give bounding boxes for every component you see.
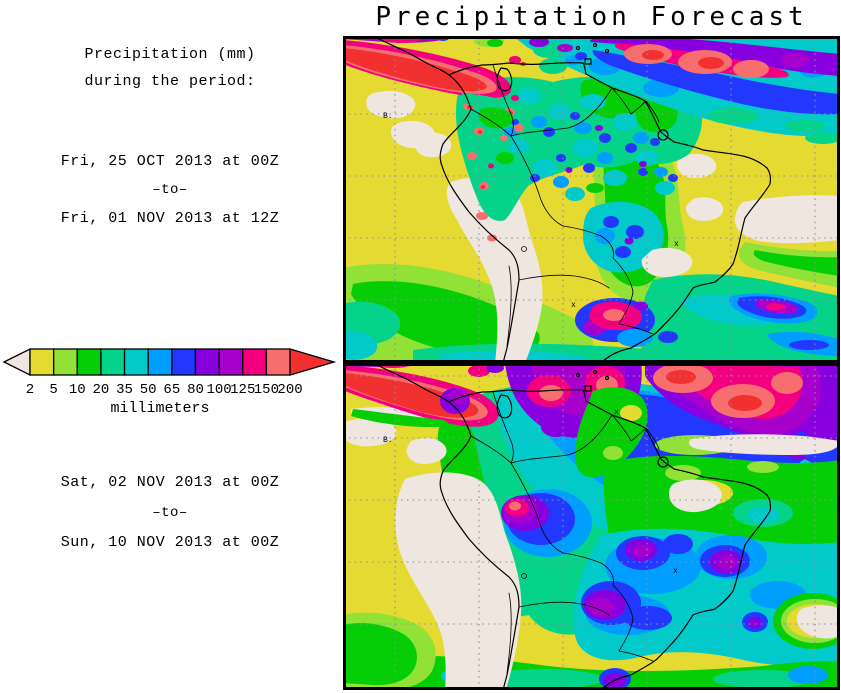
buoy-marker-label: B.	[383, 436, 393, 445]
station-mark: x	[674, 240, 679, 249]
p2-gridlines	[343, 363, 840, 690]
p2-southwest-greens	[343, 612, 436, 690]
colorbar-tick-label: 50	[140, 382, 157, 398]
colorbar-segment	[171, 348, 197, 376]
p1-paraguay-speckle	[583, 201, 664, 273]
p2-dry-zones	[343, 406, 840, 690]
colorbar-tick-label: 80	[187, 382, 204, 398]
colorbar-tick-label: 20	[93, 382, 110, 398]
p1-south-atlantic	[575, 242, 840, 363]
colorbar-tick-label: 10	[69, 382, 86, 398]
colorbar-segment	[265, 348, 291, 376]
p1-atlantic-itcz-band	[513, 36, 840, 144]
p1-gridlines	[343, 36, 840, 363]
p2-station-markers: B. x x	[383, 408, 678, 576]
colorbar-tick-label: 125	[230, 382, 255, 398]
period1-separator: –to–	[152, 182, 188, 198]
p1-dry-zones	[366, 90, 840, 363]
colorbar-segment	[100, 348, 126, 376]
period2-start: Sat, 02 NOV 2013 at 00Z	[60, 474, 280, 491]
heading-line1: Precipitation (mm)	[84, 46, 256, 63]
station-mark: x	[571, 301, 576, 310]
colorbar-tick-label: 5	[49, 382, 57, 398]
p2-guyana-green-wedge	[575, 387, 648, 478]
colorbar-unit-label: millimeters	[111, 400, 210, 417]
station-mark: x	[673, 567, 678, 576]
colorbar-segment	[29, 348, 55, 376]
station-mark: x	[614, 408, 619, 417]
period2-end: Sun, 10 NOV 2013 at 00Z	[60, 534, 280, 551]
colorbar-segment	[194, 348, 220, 376]
period1-end: Fri, 01 NOV 2013 at 12Z	[60, 210, 280, 227]
map-panel-period1: B. x x	[343, 36, 840, 363]
colorbar-segment	[218, 348, 244, 376]
colorbar-tick-label: 100	[207, 382, 232, 398]
colorbar-tick-label: 35	[116, 382, 133, 398]
colorbar-tick-label: 65	[163, 382, 180, 398]
p2-south-ocean-field	[573, 528, 840, 667]
colorbar-segment	[52, 348, 78, 376]
maps-container: B. x x	[343, 36, 840, 690]
period1-start: Fri, 25 OCT 2013 at 00Z	[60, 153, 280, 170]
p2-bolivia-maximum	[501, 489, 592, 557]
colorbar-tick-label: 150	[254, 382, 279, 398]
colorbar-tick-label: 2	[26, 382, 34, 398]
p1-station-markers: B. x x	[383, 112, 679, 310]
heading-line2: during the period:	[84, 73, 256, 90]
colorbar-segment	[76, 348, 102, 376]
colorbar-segment	[242, 348, 268, 376]
period2-separator: –to–	[152, 505, 188, 521]
under-range-arrow	[2, 347, 31, 377]
colorbar-segment	[123, 348, 149, 376]
colorbar-tick-label: 200	[277, 382, 302, 398]
page-title: Precipitation Forecast	[375, 2, 808, 32]
p2-frame	[343, 363, 840, 690]
map-panel-period2: B. x x	[343, 363, 840, 690]
precip-colorbar: 2 5 10 20 35 50 65 80 100 125 150 200 millimeters	[0, 346, 343, 418]
over-range-arrow	[289, 348, 337, 376]
colorbar-segment	[147, 348, 173, 376]
p1-frame	[343, 36, 840, 363]
buoy-marker-label: B.	[383, 112, 393, 121]
